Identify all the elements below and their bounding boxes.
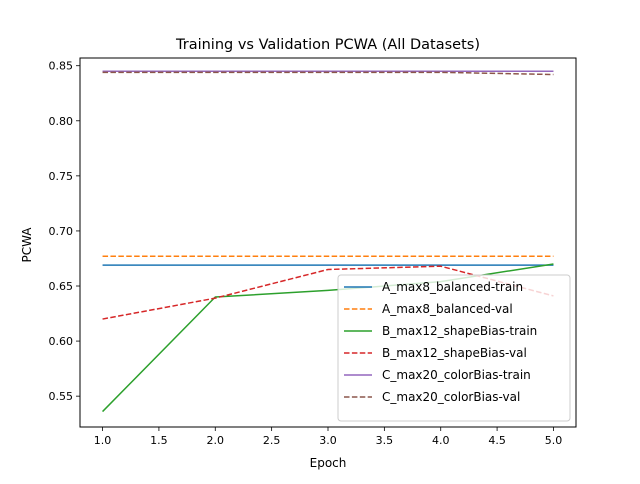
series-line-C_max20_colorBias-val xyxy=(102,71,554,76)
y-tick-label: 0.85 xyxy=(49,60,74,73)
x-tick-label: 3.0 xyxy=(319,434,337,447)
y-tick-label: 0.60 xyxy=(49,335,74,348)
y-tick-label: 0.65 xyxy=(49,280,74,293)
y-tick-label: 0.55 xyxy=(49,390,74,403)
x-tick-label: 5.0 xyxy=(545,434,563,447)
legend-box xyxy=(337,274,571,422)
x-tick-label: 3.5 xyxy=(376,434,394,447)
y-tick-label: 0.80 xyxy=(49,115,74,128)
legend-label: A_max8_balanced-val xyxy=(382,302,513,316)
legend-label: B_max12_shapeBias-train xyxy=(382,324,537,338)
legend-label: C_max20_colorBias-train xyxy=(382,368,531,382)
chart-title: Training vs Validation PCWA (All Dataset… xyxy=(175,37,480,53)
y-tick-label: 0.70 xyxy=(49,225,74,238)
legend-label: A_max8_balanced-train xyxy=(382,280,523,294)
legend-label: C_max20_colorBias-val xyxy=(382,390,520,404)
y-tick-label: 0.75 xyxy=(49,170,74,183)
x-tick-label: 2.5 xyxy=(263,434,281,447)
legend-label: B_max12_shapeBias-val xyxy=(382,346,527,360)
x-axis-label: Epoch xyxy=(310,456,347,470)
y-axis-label: PCWA xyxy=(20,227,34,263)
x-tick-label: 1.5 xyxy=(150,434,168,447)
x-tick-label: 2.0 xyxy=(207,434,225,447)
x-tick-label: 1.0 xyxy=(94,434,112,447)
x-tick-label: 4.5 xyxy=(488,434,506,447)
x-tick-label: 4.0 xyxy=(432,434,450,447)
